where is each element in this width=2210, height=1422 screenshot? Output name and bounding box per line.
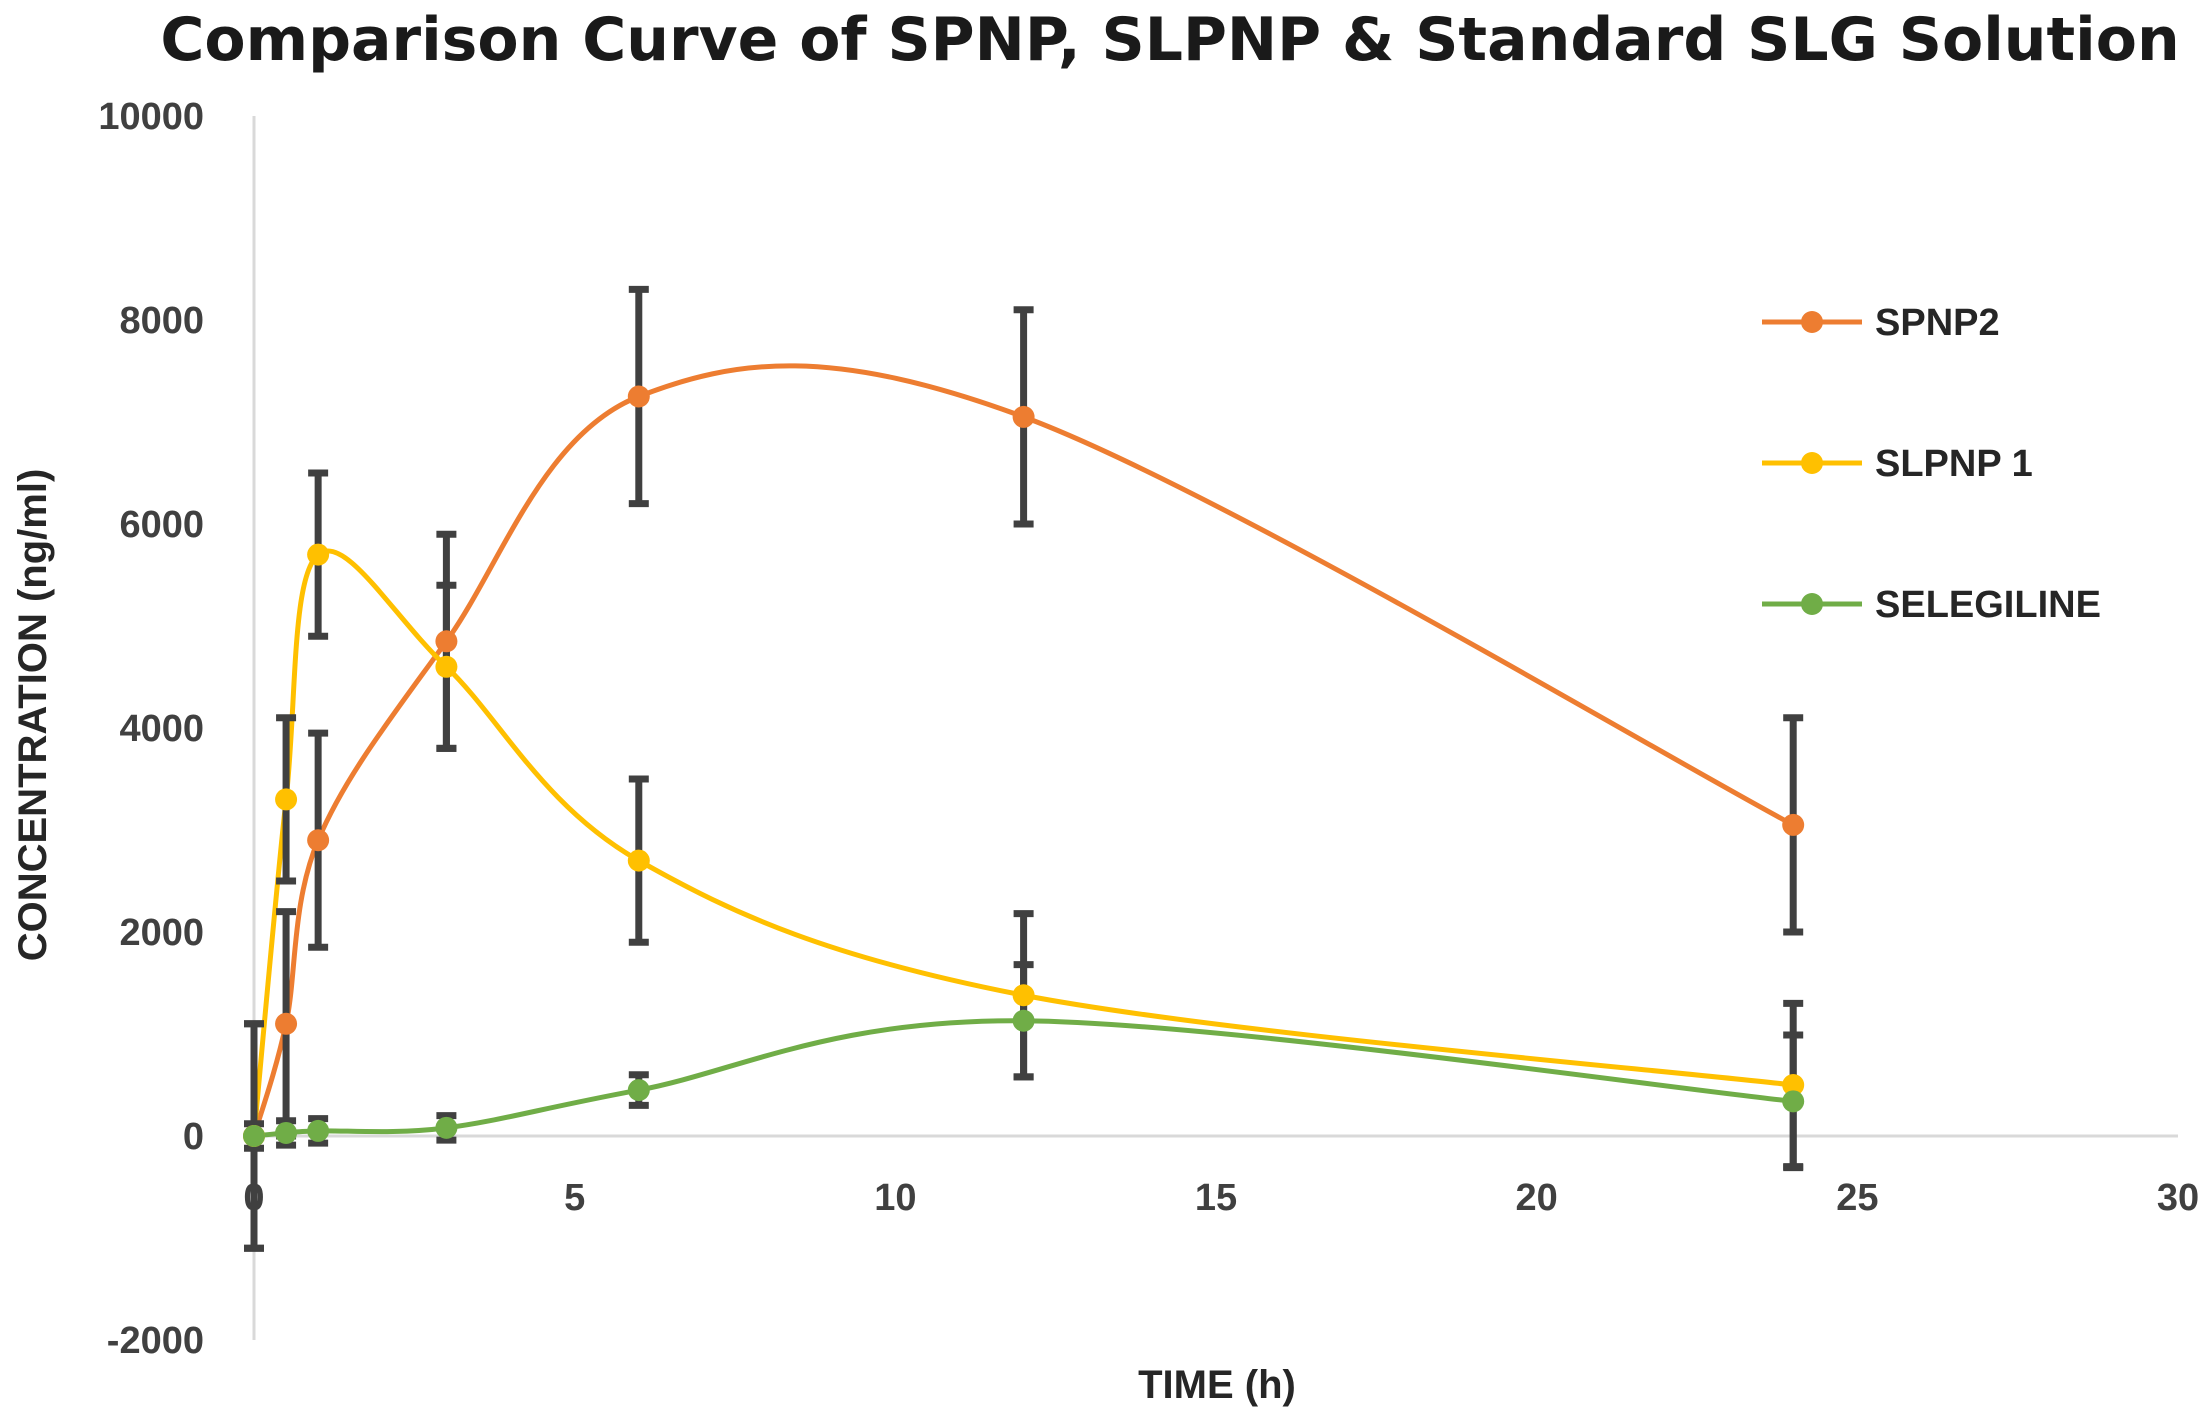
data-point-selegiline [1782, 1090, 1805, 1113]
y-tick-label: 2000 [119, 912, 204, 954]
data-point-slpnp-1 [307, 543, 330, 566]
x-tick-label: 20 [1516, 1177, 1558, 1219]
data-point-slpnp-1 [435, 655, 458, 678]
x-tick-label: 15 [1195, 1177, 1237, 1219]
legend-swatch-marker [1801, 593, 1823, 615]
data-point-selegiline [627, 1079, 650, 1102]
data-point-slpnp-1 [1012, 984, 1035, 1007]
data-point-selegiline [275, 1121, 298, 1144]
legend-swatch-marker [1801, 452, 1823, 474]
data-point-spnp2 [627, 385, 650, 408]
data-point-spnp2 [307, 829, 330, 852]
y-axis-title: CONCENTRATION (ng/ml) [11, 469, 55, 962]
data-point-spnp2 [1012, 405, 1035, 428]
y-tick-label: 10000 [98, 96, 204, 138]
data-point-selegiline [435, 1116, 458, 1139]
x-tick-label: 30 [2157, 1177, 2199, 1219]
legend-label: SLPNP 1 [1875, 443, 2033, 485]
data-point-selegiline [307, 1119, 330, 1142]
data-point-selegiline [243, 1125, 265, 1147]
data-point-slpnp-1 [275, 788, 298, 811]
axes [252, 116, 2178, 1340]
y-tick-label: 0 [183, 1116, 204, 1158]
x-tick-label: 5 [564, 1177, 585, 1219]
error-bars [244, 285, 1804, 1252]
y-tick-label: 4000 [119, 708, 204, 750]
data-point-spnp2 [275, 1012, 298, 1035]
legend-swatch-marker [1801, 311, 1823, 333]
legend-item-selegiline: SELEGILINE [1762, 584, 2101, 626]
y-axis-ticks: -2000 0 2000 4000 6000 8000 10000 [98, 96, 204, 1362]
x-tick-label: 25 [1836, 1177, 1878, 1219]
data-point-slpnp-1 [1782, 1074, 1805, 1096]
chart-title: Comparison Curve of SPNP, SLPNP & Standa… [160, 5, 2179, 75]
y-tick-label: -2000 [107, 1320, 204, 1362]
data-point-spnp2 [1782, 813, 1805, 836]
legend-label: SPNP2 [1875, 302, 2000, 344]
data-markers [243, 385, 1805, 1147]
x-tick-label: 10 [874, 1177, 916, 1219]
x-axis-title: TIME (h) [1138, 1363, 1296, 1407]
legend: SPNP2 SLPNP 1 SELEGILINE [1762, 302, 2101, 626]
x-axis-ticks: 0 5 10 15 20 25 30 [243, 1177, 2199, 1219]
data-point-slpnp-1 [627, 849, 650, 872]
data-point-spnp2 [435, 630, 458, 653]
legend-item-slpnp-1: SLPNP 1 [1762, 443, 2033, 485]
y-tick-label: 8000 [119, 300, 204, 342]
y-tick-label: 6000 [119, 504, 204, 546]
data-point-selegiline [1012, 1009, 1035, 1032]
series-line-spnp2 [251, 363, 1795, 1137]
legend-item-spnp2: SPNP2 [1762, 302, 2000, 344]
legend-label: SELEGILINE [1875, 584, 2101, 626]
